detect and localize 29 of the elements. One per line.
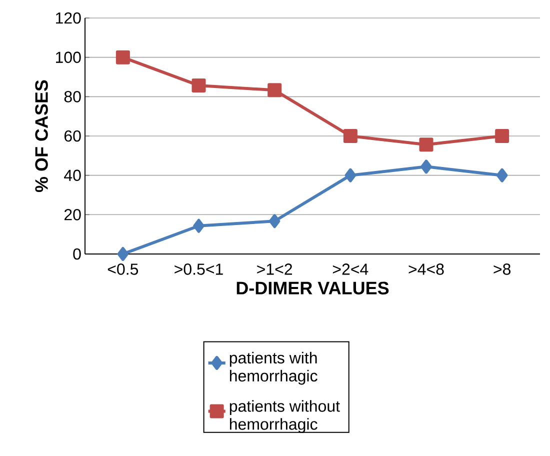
x-tick-label: >1<2 — [257, 264, 292, 275]
point — [193, 218, 204, 233]
y-tick-label: 60 — [64, 130, 81, 142]
legend-label: patients with hemorrhagic — [230, 352, 318, 385]
x-tick-label: >2<4 — [332, 264, 368, 275]
x-tick-label: >8 — [494, 264, 510, 275]
y-axis-title: % OF CASES — [35, 80, 48, 192]
x-tick-label: <0.5 — [108, 264, 138, 275]
x-tick-label: >4<8 — [408, 264, 444, 275]
legend-label: patients without hemorrhagic — [230, 400, 340, 434]
point — [496, 168, 508, 182]
y-tick-label: 80 — [64, 91, 81, 102]
y-tick-label: 120 — [56, 12, 81, 24]
point — [419, 138, 434, 152]
y-tick-label: 40 — [64, 170, 81, 181]
point — [268, 214, 280, 228]
y-tick-label: 100 — [56, 52, 81, 63]
point — [268, 83, 282, 98]
point — [116, 50, 130, 64]
point — [420, 160, 432, 174]
y-tick-label: 0 — [73, 248, 81, 260]
point — [344, 168, 356, 182]
point — [192, 78, 206, 92]
x-axis-title: D-DIMER VALUES — [236, 282, 389, 294]
point — [495, 129, 510, 143]
point — [343, 129, 358, 143]
y-tick-label: 20 — [64, 209, 81, 220]
x-tick-label: >0.5<1 — [174, 264, 223, 275]
point — [117, 246, 129, 261]
